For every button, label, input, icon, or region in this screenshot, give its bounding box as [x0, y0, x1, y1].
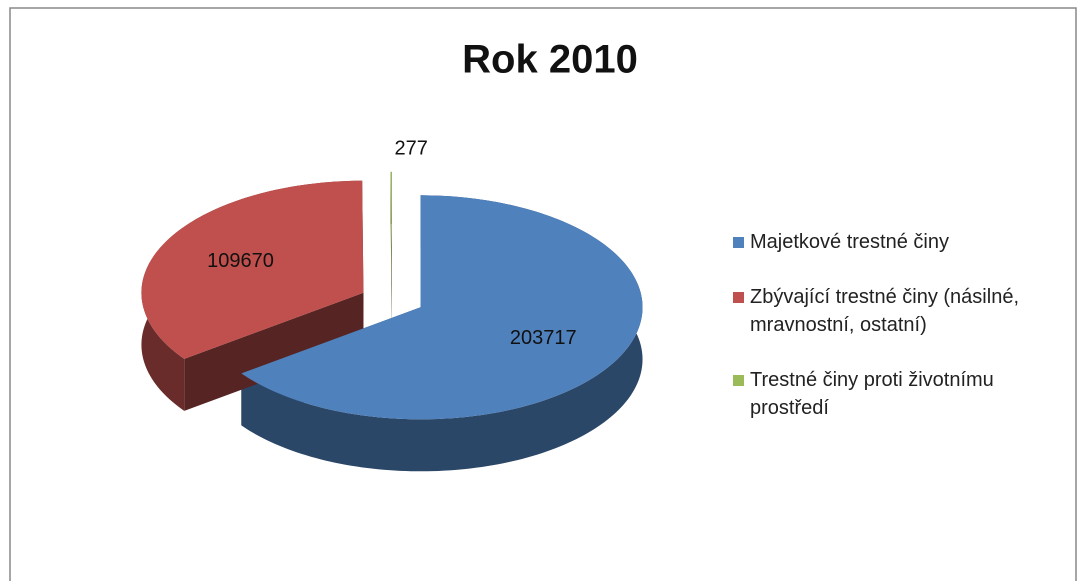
legend-label: Majetkové trestné činy [750, 231, 949, 253]
data-label: 277 [395, 138, 428, 160]
legend-label: Zbývající trestné činy (násilné, mravnos… [750, 286, 1019, 336]
legend-label: Trestné činy proti životnímu prostředí [750, 369, 994, 419]
legend-swatch [733, 237, 744, 248]
slice [141, 180, 364, 359]
slice [390, 171, 392, 284]
legend-item: Majetkové trestné činy [730, 228, 1070, 256]
legend-item: Zbývající trestné činy (násilné, mravnos… [730, 283, 1070, 339]
data-label: 203717 [510, 327, 577, 349]
legend-swatch [733, 375, 744, 386]
chart-title: Rok 2010 [462, 38, 638, 82]
slice-side [184, 292, 364, 411]
legend-item: Trestné činy proti životnímu prostředí [730, 366, 1070, 422]
data-label: 109670 [207, 250, 274, 272]
legend: Majetkové trestné činy Zbývající trestné … [730, 228, 1070, 449]
slice [241, 195, 643, 420]
legend-swatch [733, 292, 744, 303]
